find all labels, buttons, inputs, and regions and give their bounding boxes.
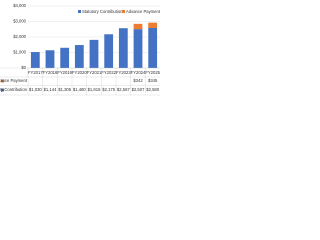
y-tick-label: $1,000	[13, 50, 26, 55]
x-tick-label: FY2019	[57, 70, 72, 75]
row-label: Statutory Contribution	[0, 87, 28, 92]
legend-label: Advance Payment	[126, 9, 160, 14]
row-key	[1, 88, 4, 92]
legend-swatch	[78, 10, 81, 13]
y-tick-label: $3,000	[13, 19, 26, 24]
x-tick-label: FY2024	[131, 70, 146, 75]
bar	[133, 29, 143, 68]
bar	[30, 52, 40, 68]
bar	[60, 47, 70, 68]
legend-swatch	[122, 10, 125, 13]
table-value: $1,030	[29, 87, 42, 92]
x-tick-label: FY2025	[145, 70, 160, 75]
table-value: $2,175	[102, 87, 115, 92]
x-tick-label: FY2020	[72, 70, 87, 75]
bar	[89, 39, 99, 68]
table-value: $1,480	[73, 87, 86, 92]
bar	[148, 22, 158, 29]
bar	[104, 34, 114, 68]
x-tick-label: FY2023	[116, 70, 131, 75]
x-tick-label: FY2021	[87, 70, 102, 75]
chart: $0 $1,000 $2,000 $3,000 $4,000 Statutory Cont…	[0, 3, 160, 96]
x-tick-label: FY2017	[28, 70, 43, 75]
table-value: $1,815	[88, 87, 101, 92]
y-tick-label: $0	[21, 65, 26, 70]
table-value: $1,305	[58, 87, 71, 92]
table-value: $342	[133, 78, 143, 83]
y-tick-label: $4,000	[13, 3, 26, 8]
row-key	[1, 79, 4, 83]
table-value: $1,144	[44, 87, 57, 92]
row-label: Advance Payment	[0, 78, 28, 83]
table-value: $345	[148, 78, 158, 83]
bar	[45, 50, 55, 68]
bar	[148, 28, 158, 68]
legend-label: Statutory Contribution	[82, 9, 123, 14]
bar	[118, 28, 128, 68]
table-value: $2,580	[146, 87, 159, 92]
bar	[74, 45, 84, 68]
bar	[133, 23, 143, 30]
table-value: $2,507	[132, 87, 145, 92]
y-tick-label: $2,000	[13, 34, 26, 39]
x-tick-label: FY2022	[101, 70, 116, 75]
x-tick-label: FY2018	[43, 70, 58, 75]
table-value: $2,567	[117, 87, 130, 92]
